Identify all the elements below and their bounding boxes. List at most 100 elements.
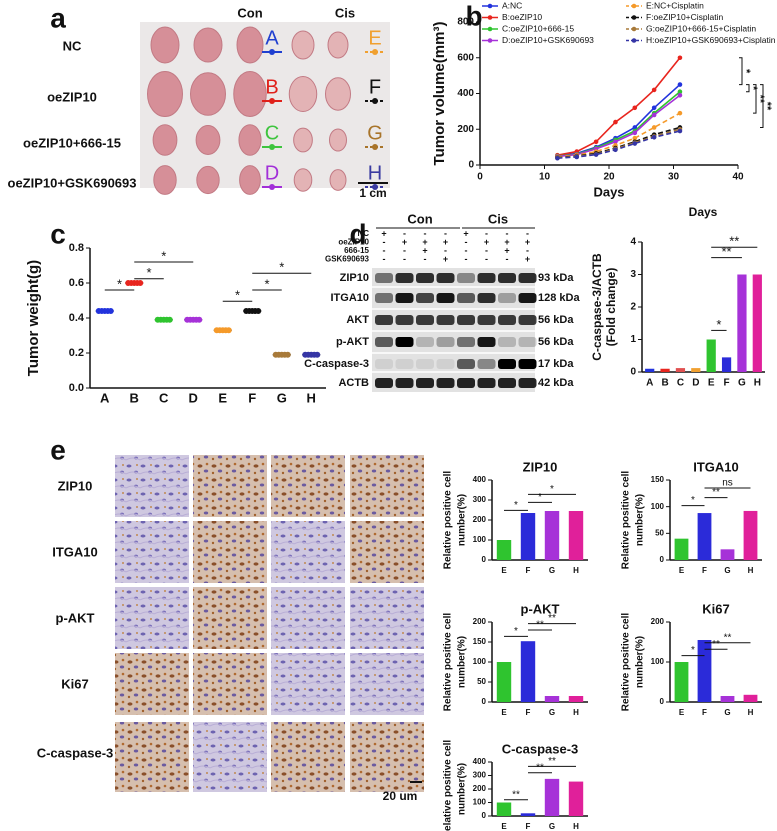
- y-tick-label: 1: [630, 334, 636, 345]
- bar: [674, 662, 689, 702]
- ihc-image: [193, 653, 267, 715]
- scale-bar-label: 1 cm: [359, 186, 386, 200]
- point: [632, 130, 638, 136]
- x-tick-label: 30: [668, 172, 680, 183]
- bar: [743, 510, 758, 560]
- y-tick-label: 0.0: [69, 382, 84, 394]
- point: [613, 119, 618, 125]
- group-marker: [372, 184, 378, 190]
- blot-protein-label: ITGA10: [330, 292, 369, 304]
- y-tick-label: 0: [660, 697, 665, 706]
- blot-band: [395, 378, 414, 388]
- ihc-image: [115, 722, 189, 792]
- tumor: [329, 169, 347, 191]
- y-tick-label: 150: [651, 475, 665, 484]
- y-tick-label: 0: [630, 367, 636, 378]
- blot-band: [375, 293, 393, 303]
- x-tick-label: G: [277, 390, 287, 405]
- group-label: C: [265, 122, 279, 144]
- significance-label: **: [712, 487, 720, 498]
- y-tick-label: 200: [473, 784, 487, 793]
- blot-band: [416, 337, 434, 347]
- y-tick-label: 800: [457, 17, 474, 28]
- y-tick-label: 0.8: [69, 242, 84, 254]
- treatment-sign: -: [485, 254, 488, 264]
- chart-title: p-AKT: [521, 601, 560, 616]
- point: [632, 125, 638, 130]
- bar: [568, 511, 584, 560]
- y-tick-label: 100: [473, 798, 487, 807]
- panel-label: c: [50, 218, 66, 249]
- tumor: [147, 71, 183, 117]
- blot-band: [375, 337, 393, 347]
- significance-label: **: [722, 244, 732, 259]
- blot-band: [518, 315, 537, 325]
- blot-column-header: Con: [407, 211, 432, 226]
- point: [677, 55, 683, 61]
- y-axis-label: Relative positive cell: [443, 471, 454, 570]
- x-tick-label: 40: [732, 172, 744, 183]
- group-marker: [372, 144, 378, 150]
- scale-bar-label: 20 um: [383, 789, 418, 803]
- treatment-label: GSK690693: [325, 255, 370, 264]
- y-tick-label: 400: [457, 88, 474, 99]
- y-tick-label: 0: [482, 555, 487, 564]
- bar: [660, 368, 670, 372]
- chart-title: ITGA10: [693, 459, 739, 474]
- y-tick-label: 150: [473, 637, 487, 646]
- y-tick-label: 3: [630, 269, 636, 280]
- y-tick-label: 0: [482, 811, 487, 820]
- series-line: [557, 94, 681, 158]
- point: [107, 308, 114, 314]
- point: [284, 351, 291, 358]
- blot-band: [436, 293, 455, 303]
- x-tick-label: H: [573, 708, 579, 717]
- treatment-sign: -: [383, 254, 386, 264]
- significance-bracket: [760, 84, 764, 128]
- significance-bracket: [739, 57, 743, 86]
- blot-band: [498, 293, 516, 303]
- legend-marker: [487, 15, 493, 20]
- blot-band: [457, 273, 475, 283]
- treatment-sign: -: [506, 228, 509, 238]
- treatment-sign: -: [383, 245, 386, 255]
- blot-band: [395, 359, 414, 369]
- x-tick-label: F: [248, 390, 256, 405]
- blot-size-label: 56 kDa: [538, 336, 574, 348]
- group-marker: [372, 49, 378, 55]
- panel-label: e: [50, 434, 66, 465]
- blot-band: [518, 378, 537, 388]
- blot-band: [518, 273, 537, 283]
- blot-protein-label: ACTB: [338, 377, 369, 389]
- blot-band: [375, 359, 393, 369]
- point: [677, 128, 683, 134]
- treatment-sign: +: [422, 245, 427, 255]
- blot-band: [518, 293, 537, 303]
- bar: [706, 339, 716, 372]
- treatment-sign: -: [444, 245, 447, 255]
- group-marker: [269, 184, 275, 190]
- treatment-sign: +: [525, 254, 530, 264]
- point: [651, 112, 657, 118]
- legend-label: G:oeZIP10+666-15+Cisplatin: [646, 23, 756, 33]
- panel-label: b: [465, 0, 482, 31]
- bar: [675, 368, 686, 372]
- group-label: D: [265, 162, 279, 184]
- treatment-sign: +: [422, 237, 427, 247]
- treatment-sign: -: [485, 245, 488, 255]
- bar: [743, 694, 758, 702]
- x-tick-label: F: [526, 566, 531, 575]
- group-marker: [269, 144, 275, 150]
- photo-column-header: Cis: [335, 5, 355, 20]
- treatment-sign: +: [525, 237, 530, 247]
- blot-band: [457, 378, 475, 388]
- group-label: A: [265, 27, 279, 49]
- significance-label: **: [548, 756, 556, 767]
- x-tick-label: E: [501, 566, 507, 575]
- group-label: H: [368, 162, 382, 184]
- y-tick-label: 0.4: [69, 312, 85, 324]
- treatment-sign: -: [424, 228, 427, 238]
- blot-band: [498, 337, 516, 347]
- chart-title: Ki67: [702, 601, 729, 616]
